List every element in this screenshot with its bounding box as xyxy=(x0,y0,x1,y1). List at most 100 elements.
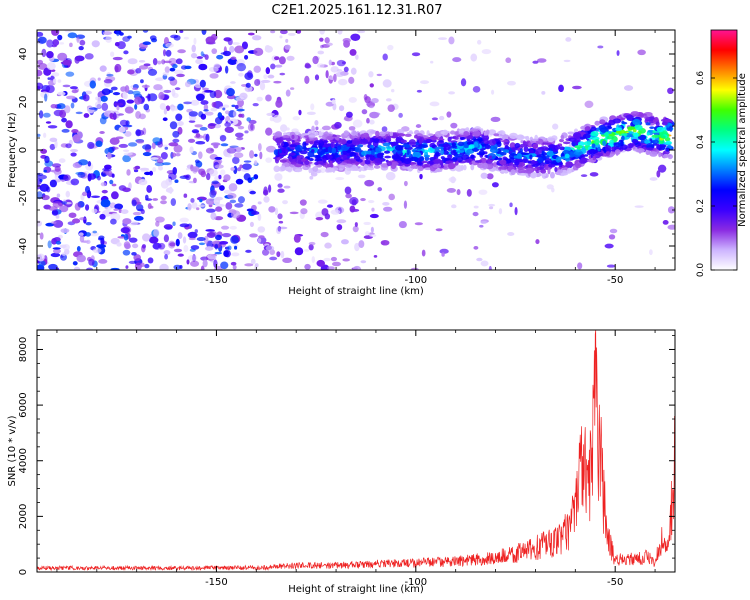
noise-cell xyxy=(37,82,44,90)
signal-cell xyxy=(273,165,280,173)
signal-cell xyxy=(299,150,308,155)
signal-cell xyxy=(520,135,524,139)
noise-cell xyxy=(363,221,371,226)
signal-cell xyxy=(325,167,335,173)
noise-cell xyxy=(360,198,366,202)
noise-cell xyxy=(127,35,132,39)
spectrogram-x-tick-label: -100 xyxy=(404,275,427,286)
noise-cell xyxy=(222,107,226,111)
noise-cell xyxy=(257,201,262,205)
signal-cell xyxy=(334,152,339,158)
noise-cell xyxy=(220,143,229,147)
noise-cell xyxy=(336,69,343,72)
snr-y-tick-label: 8000 xyxy=(18,337,29,362)
noise-cell xyxy=(608,234,616,240)
noise-cell xyxy=(456,189,461,196)
noise-cell xyxy=(221,233,232,238)
noise-cell xyxy=(177,253,184,257)
noise-cell xyxy=(536,58,547,63)
noise-cell xyxy=(202,259,208,268)
signal-cell xyxy=(499,151,507,156)
noise-cell xyxy=(109,113,114,118)
noise-cell xyxy=(649,177,658,181)
noise-cell xyxy=(249,190,256,195)
signal-cell xyxy=(471,160,476,165)
snr-frame xyxy=(36,329,676,573)
signal-cell xyxy=(549,145,557,148)
noise-cell xyxy=(243,173,251,181)
signal-cell xyxy=(417,166,424,171)
noise-cell xyxy=(201,87,209,91)
noise-cell xyxy=(263,74,268,80)
noise-cell xyxy=(158,165,164,171)
noise-cell xyxy=(274,173,283,181)
signal-cell xyxy=(662,153,669,159)
noise-cell xyxy=(192,130,200,134)
signal-cell xyxy=(314,130,319,137)
noise-cell xyxy=(338,78,348,86)
noise-cell xyxy=(323,257,331,262)
noise-cell xyxy=(224,65,229,74)
signal-cell xyxy=(470,154,475,159)
noise-cell xyxy=(189,146,194,154)
noise-cell xyxy=(63,174,71,182)
noise-cell xyxy=(70,178,80,186)
signal-cell xyxy=(447,162,456,170)
noise-cell xyxy=(385,98,392,102)
noise-cell xyxy=(237,98,244,107)
noise-cell xyxy=(250,258,256,265)
signal-cell xyxy=(555,156,562,163)
noise-cell xyxy=(431,117,439,121)
noise-cell xyxy=(199,198,203,203)
noise-cell xyxy=(328,59,332,66)
signal-cell xyxy=(510,147,518,151)
noise-cell xyxy=(345,111,353,118)
noise-cell xyxy=(448,36,455,45)
signal-cell xyxy=(557,169,563,174)
signal-cell xyxy=(537,156,543,164)
noise-cell xyxy=(116,104,120,111)
signal-cell xyxy=(599,127,609,133)
noise-cell xyxy=(191,166,200,172)
noise-cell xyxy=(477,39,482,45)
noise-cell xyxy=(39,183,50,192)
noise-cell xyxy=(193,177,197,184)
noise-cell xyxy=(314,120,319,126)
noise-cell xyxy=(46,51,54,59)
noise-cell xyxy=(97,77,101,81)
noise-cell xyxy=(126,169,131,176)
signal-cell xyxy=(548,163,556,168)
noise-cell xyxy=(193,37,197,45)
noise-cell xyxy=(266,145,276,153)
noise-cell xyxy=(58,158,66,163)
signal-cell xyxy=(289,152,296,156)
signal-cell xyxy=(590,131,599,137)
signal-cell xyxy=(609,153,615,157)
noise-cell xyxy=(634,205,644,208)
signal-cell xyxy=(346,143,351,147)
signal-cell xyxy=(591,143,596,149)
noise-cell xyxy=(57,79,62,83)
signal-cell xyxy=(412,151,422,159)
noise-cell xyxy=(609,228,618,234)
noise-cell xyxy=(253,160,258,166)
noise-cell xyxy=(112,91,121,96)
noise-cell xyxy=(225,110,230,115)
noise-cell xyxy=(172,138,180,143)
signal-cell xyxy=(532,143,539,150)
noise-cell xyxy=(47,77,51,80)
noise-cell xyxy=(286,55,295,61)
noise-cell xyxy=(269,256,278,261)
noise-cell xyxy=(486,173,494,180)
noise-cell xyxy=(334,121,342,129)
noise-cell xyxy=(110,267,120,270)
noise-cell xyxy=(207,253,217,260)
noise-cell xyxy=(177,121,184,127)
signal-cell xyxy=(375,147,382,154)
signal-cell xyxy=(582,133,591,139)
noise-cell xyxy=(242,163,252,170)
noise-cell xyxy=(183,244,189,253)
noise-cell xyxy=(214,243,219,250)
noise-cell xyxy=(310,103,315,111)
noise-cell xyxy=(414,222,423,226)
